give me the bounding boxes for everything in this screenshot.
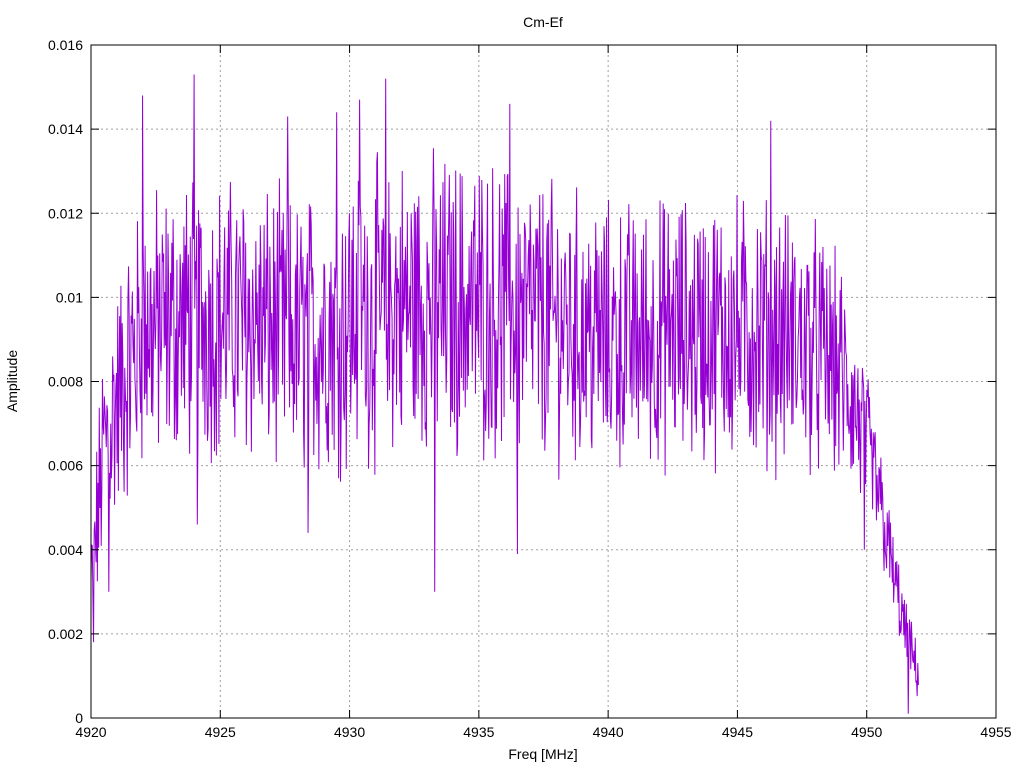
y-axis-label: Amplitude [4, 350, 20, 412]
x-tick-label: 4925 [205, 724, 236, 740]
y-tick-label: 0.01 [56, 289, 83, 305]
x-tick-label: 4930 [334, 724, 365, 740]
x-tick-label: 4950 [851, 724, 882, 740]
y-tick-label: 0 [75, 710, 83, 726]
y-tick-label: 0.002 [48, 626, 83, 642]
y-tick-label: 0.012 [48, 205, 83, 221]
x-axis-label: Freq [MHz] [508, 746, 577, 762]
y-tick-label: 0.008 [48, 374, 83, 390]
x-tick-label: 4945 [722, 724, 753, 740]
tick-layer: 4920 4925 4930 4935 4940 4945 4950 4955 0 0.002 0.… [48, 37, 1012, 740]
x-tick-label: 4920 [75, 724, 106, 740]
series-layer [90, 74, 919, 714]
y-tick-label: 0.004 [48, 542, 83, 558]
amplitude-series-line [90, 74, 919, 714]
y-tick-label: 0.006 [48, 458, 83, 474]
y-tick-label: 0.014 [48, 121, 83, 137]
x-tick-label: 4935 [463, 724, 494, 740]
chart-title: Cm-Ef [523, 14, 563, 30]
y-tick-label: 0.016 [48, 37, 83, 53]
x-tick-label: 4940 [593, 724, 624, 740]
x-tick-label: 4955 [980, 724, 1011, 740]
